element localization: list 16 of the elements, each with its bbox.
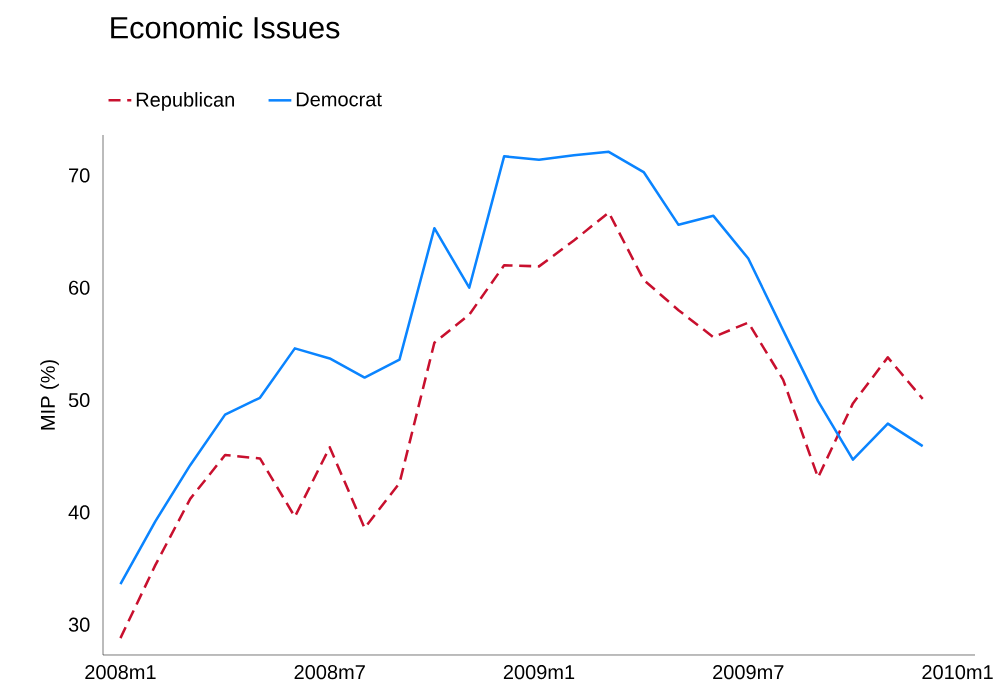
legend-label: Democrat [296,92,382,107]
x-tick-label: 2010m1 [922,665,993,680]
y-axis-title: MIP (%) [40,360,59,430]
x-tick-label: 2009m1 [503,665,575,680]
y-tick-label: 70 [69,168,90,183]
line-series [119,150,924,586]
chart-title: Economic Issues [111,16,340,39]
line-series [119,211,924,640]
y-tick-label: 50 [68,392,90,408]
y-tick-label: 60 [69,280,90,295]
y-tick-label: 30 [68,617,90,632]
y-tick-label: 40 [68,505,90,520]
x-tick-label: 2008m1 [85,665,156,680]
x-tick-label: 2008m7 [294,665,365,680]
x-tick-label: 2009m7 [713,665,784,680]
legend-label: Republican [136,92,234,111]
